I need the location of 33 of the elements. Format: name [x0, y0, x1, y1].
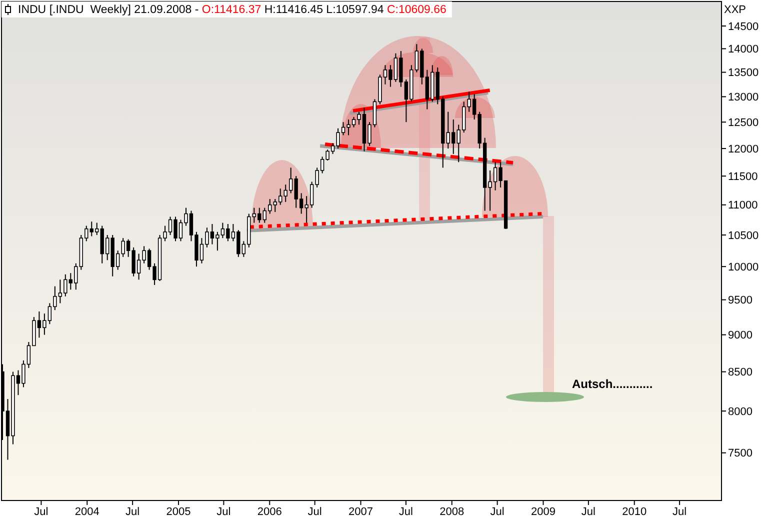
y-tick-label: 10000 — [728, 261, 759, 274]
x-tick-label: Jul — [34, 506, 48, 518]
x-tick-label: 2007 — [348, 506, 373, 518]
x-tick-label: 2009 — [531, 506, 556, 518]
y-tick-label: 12500 — [728, 116, 759, 129]
x-tick-label: Jul — [672, 506, 687, 518]
x-tick-label: 2008 — [440, 506, 464, 518]
y-tick-label: 7500 — [728, 448, 752, 460]
y-tick-label: 11000 — [728, 200, 758, 212]
y-tick-label: 14000 — [728, 44, 759, 56]
x-tick-label: 2004 — [74, 506, 100, 518]
x-tick-label: 2006 — [257, 506, 282, 518]
y-tick-label: 13500 — [728, 67, 759, 80]
y-tick-label: 10500 — [728, 230, 759, 242]
x-tick-label: Jul — [490, 506, 504, 518]
x-tick-label: Jul — [216, 506, 231, 518]
x-tick-label: 2005 — [166, 506, 191, 518]
y-tick-label: 8500 — [728, 366, 752, 379]
x-tick-label: Jul — [308, 506, 322, 518]
x-tick-label: 2010 — [622, 506, 647, 518]
x-tick-label: Jul — [581, 506, 596, 518]
y-tick-label: 11500 — [728, 170, 758, 183]
y-tick-label: 9000 — [728, 330, 752, 342]
y-tick-label: 12000 — [728, 143, 759, 156]
y-tick-label: 14500 — [728, 20, 759, 33]
y-axis-title: XXP — [724, 4, 746, 16]
x-tick-label: Jul — [126, 506, 140, 518]
y-tick-label: 9500 — [728, 294, 752, 307]
y-tick-label: 8000 — [728, 406, 752, 418]
x-tick-label: Jul — [398, 506, 413, 518]
annotation: Autsch............ — [572, 377, 653, 391]
y-tick-label: 13000 — [728, 92, 759, 104]
chart-title: INDU [.INDU Weekly] 21.09.2008 - O:11416.37 H:11416.45 L:10597.94 C:10609.66 — [18, 4, 446, 16]
